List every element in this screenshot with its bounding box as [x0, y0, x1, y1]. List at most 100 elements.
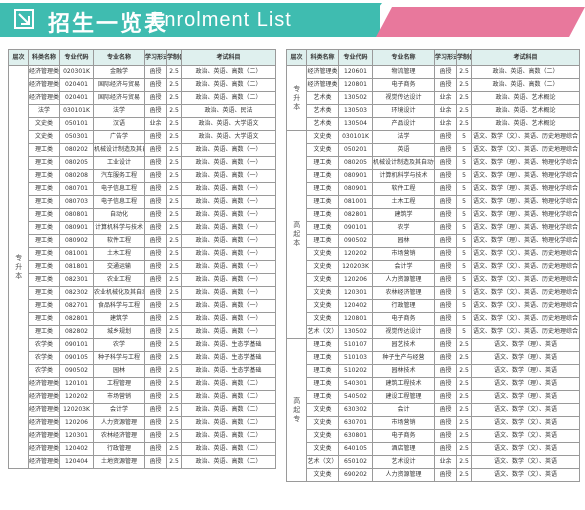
- major-cell: 建设工程管理: [372, 390, 435, 404]
- form-cell: 业余: [434, 91, 457, 105]
- years-cell: 2.5: [456, 65, 472, 79]
- category-cell: 文史类: [306, 286, 339, 300]
- years-cell: 2.5: [456, 416, 472, 430]
- code-cell: 120801: [338, 78, 373, 92]
- major-cell: 软件工程: [93, 234, 145, 248]
- major-cell: 行政管理: [93, 442, 145, 456]
- subjects-cell: 政治、英语、高数（二）: [181, 455, 276, 469]
- category-cell: 文史类: [306, 260, 339, 274]
- major-cell: 电子商务: [372, 312, 435, 326]
- subjects-cell: 政治、英语、高数（一）: [181, 299, 276, 313]
- code-cell: 080701: [59, 182, 94, 196]
- form-cell: 业余: [434, 117, 457, 131]
- form-cell: 函授: [434, 429, 457, 443]
- header-category: 科类名称: [28, 49, 60, 66]
- code-cell: 540502: [338, 390, 373, 404]
- major-cell: 艺术设计: [372, 455, 435, 469]
- subjects-cell: 语文、数学（理）、英语: [471, 338, 580, 352]
- form-cell: 函授: [434, 195, 457, 209]
- years-cell: 2.5: [166, 312, 182, 326]
- major-cell: 工程管理: [93, 377, 145, 391]
- major-cell: 电子信息工程: [93, 195, 145, 209]
- form-cell: 函授: [434, 338, 457, 352]
- major-cell: 电子商务: [372, 429, 435, 443]
- code-cell: 130504: [338, 117, 373, 131]
- code-cell: 020401: [59, 78, 94, 92]
- years-cell: 2.5: [166, 169, 182, 183]
- form-cell: 函授: [144, 78, 167, 92]
- code-cell: 082302: [59, 286, 94, 300]
- category-cell: 理工类: [306, 156, 339, 170]
- code-cell: 082802: [59, 325, 94, 339]
- subjects-cell: 语文、数学（文）、英语: [471, 403, 580, 417]
- code-cell: 630302: [338, 403, 373, 417]
- major-cell: 国际经济与贸易: [93, 78, 145, 92]
- category-cell: 理工类: [28, 195, 60, 209]
- major-cell: 电子信息工程: [93, 182, 145, 196]
- form-cell: 函授: [144, 403, 167, 417]
- major-cell: 市场营销: [372, 416, 435, 430]
- code-cell: 120206: [59, 416, 94, 430]
- category-cell: 理工类: [28, 143, 60, 157]
- category-cell: 理工类: [28, 260, 60, 274]
- code-cell: 082701: [59, 299, 94, 313]
- subjects-cell: 政治、英语、高数（一）: [181, 273, 276, 287]
- subjects-cell: 语文、数学（文）、英语: [471, 468, 580, 482]
- major-cell: 农业工程: [93, 273, 145, 287]
- subjects-cell: 政治、英语、艺术概论: [471, 104, 580, 118]
- years-cell: 5: [456, 221, 472, 235]
- code-cell: 630801: [338, 429, 373, 443]
- major-cell: 土木工程: [372, 195, 435, 209]
- major-cell: 人力资源管理: [372, 273, 435, 287]
- form-cell: 函授: [434, 403, 457, 417]
- code-cell: 120202: [59, 390, 94, 404]
- category-cell: 理工类: [28, 247, 60, 261]
- table-row: 文史类 120206 人力资源管理 函授 5 语文、数学（文）、英语、历史地理综合: [287, 273, 580, 287]
- subjects-cell: 政治、英语、高数（二）: [181, 403, 276, 417]
- banner-teal-band: [0, 3, 380, 37]
- subjects-cell: 政治、英语、高数（二）: [181, 442, 276, 456]
- form-cell: 业余: [434, 455, 457, 469]
- table-row: 高起本 文史类 030101K 法学 函授 5 语文、数学（文）、英语、历史地理综合: [286, 130, 580, 339]
- major-cell: 金融学: [93, 65, 145, 79]
- form-cell: 函授: [144, 156, 167, 170]
- years-cell: 2.5: [456, 442, 472, 456]
- subjects-cell: 政治、英语、高数（二）: [181, 416, 276, 430]
- table-row: 理工类 080902 软件工程 函授 2.5 政治、英语、高数（一）: [9, 234, 276, 248]
- major-cell: 园林: [93, 364, 145, 378]
- major-cell: 国际经济与贸易: [93, 91, 145, 105]
- category-cell: 经济管理类: [28, 442, 60, 456]
- code-cell: 090502: [338, 234, 373, 248]
- years-cell: 5: [456, 247, 472, 261]
- table-row: 理工类 540301 建筑工程技术 函授 2.5 语文、数学（理）、英语: [287, 377, 580, 391]
- form-cell: 函授: [144, 234, 167, 248]
- years-cell: 5: [456, 325, 472, 339]
- subjects-cell: 政治、英语、高数（一）: [181, 195, 276, 209]
- code-cell: 080902: [59, 234, 94, 248]
- major-cell: 农学: [93, 338, 145, 352]
- category-cell: 理工类: [28, 325, 60, 339]
- table-row: 理工类 081001 土木工程 函授 5 语文、数学（理）、英语、物理化学综合: [287, 195, 580, 209]
- category-cell: 文史类: [306, 429, 339, 443]
- subjects-cell: 语文、数学（文）、英语: [471, 455, 580, 469]
- form-cell: 函授: [144, 221, 167, 235]
- form-cell: 函授: [144, 338, 167, 352]
- table-row: 理工类 082701 食品科学与工程 函授 2.5 政治、英语、高数（一）: [9, 299, 276, 313]
- years-cell: 2.5: [166, 455, 182, 469]
- code-cell: 082801: [59, 312, 94, 326]
- years-cell: 2.5: [456, 338, 472, 352]
- category-cell: 经济管理类: [306, 78, 339, 92]
- table-row: 艺术类 130504 产品设计 业余 2.5 政治、英语、艺术概论: [287, 117, 580, 131]
- major-cell: 机械设计制造及其自动化: [93, 143, 145, 157]
- form-cell: 函授: [434, 416, 457, 430]
- form-cell: 函授: [144, 390, 167, 404]
- category-cell: 理工类: [28, 286, 60, 300]
- form-cell: 函授: [144, 312, 167, 326]
- years-cell: 2.5: [456, 455, 472, 469]
- subjects-cell: 语文、数学（文）、英语: [471, 429, 580, 443]
- years-cell: 2.5: [166, 156, 182, 170]
- code-cell: 080205: [59, 156, 94, 170]
- years-cell: 2.5: [166, 208, 182, 222]
- category-cell: 文史类: [306, 273, 339, 287]
- table-row: 理工类 082301 农业工程 函授 2.5 政治、英语、高数（一）: [9, 273, 276, 287]
